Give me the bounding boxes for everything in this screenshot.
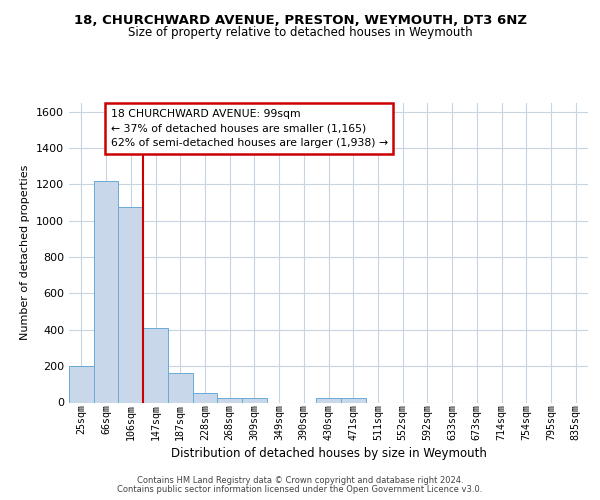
X-axis label: Distribution of detached houses by size in Weymouth: Distribution of detached houses by size …: [170, 447, 487, 460]
Y-axis label: Number of detached properties: Number of detached properties: [20, 165, 31, 340]
Bar: [94, 180, 118, 402]
Bar: [341, 398, 365, 402]
Bar: [69, 366, 94, 403]
Bar: [168, 374, 193, 402]
Bar: [217, 398, 242, 402]
Bar: [316, 398, 341, 402]
Text: Contains HM Land Registry data © Crown copyright and database right 2024.: Contains HM Land Registry data © Crown c…: [137, 476, 463, 485]
Bar: [242, 398, 267, 402]
Text: Contains public sector information licensed under the Open Government Licence v3: Contains public sector information licen…: [118, 485, 482, 494]
Text: 18 CHURCHWARD AVENUE: 99sqm
← 37% of detached houses are smaller (1,165)
62% of : 18 CHURCHWARD AVENUE: 99sqm ← 37% of det…: [110, 108, 388, 148]
Text: Size of property relative to detached houses in Weymouth: Size of property relative to detached ho…: [128, 26, 472, 39]
Bar: [193, 392, 217, 402]
Bar: [118, 207, 143, 402]
Bar: [143, 328, 168, 402]
Text: 18, CHURCHWARD AVENUE, PRESTON, WEYMOUTH, DT3 6NZ: 18, CHURCHWARD AVENUE, PRESTON, WEYMOUTH…: [74, 14, 527, 27]
